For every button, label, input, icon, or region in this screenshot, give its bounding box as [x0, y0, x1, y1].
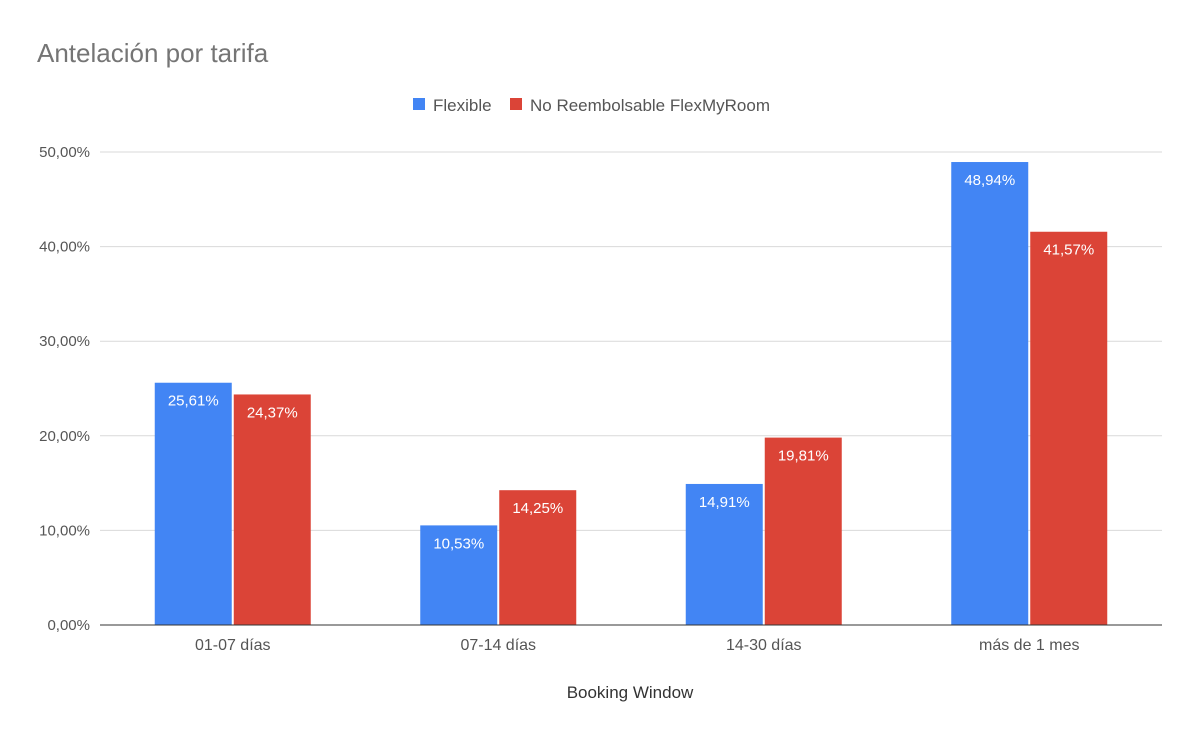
bar-value-label: 10,53%: [433, 535, 484, 552]
legend-label-flexible: Flexible: [433, 96, 492, 115]
bar-flexible: [951, 162, 1029, 626]
legend: Flexible No Reembolsable FlexMyRoom: [413, 96, 770, 115]
y-tick-label: 0,00%: [47, 617, 90, 634]
x-axis-categories: 01-07 días 07-14 días 14-30 días más de 1 m…: [195, 637, 1080, 654]
y-axis-ticks: 0,00% 10,00% 20,00% 30,00% 40,00% 50,00%: [39, 144, 90, 634]
bar-no-reembolsable: [1030, 231, 1108, 625]
bar-no-reembolsable: [764, 437, 842, 625]
bar-value-label: 25,61%: [168, 393, 219, 410]
bar-value-label: 19,81%: [778, 448, 829, 465]
bar-flexible: [154, 382, 232, 625]
bar-value-label: 48,94%: [964, 172, 1015, 189]
bars: [154, 162, 1108, 626]
y-tick-label: 50,00%: [39, 144, 90, 161]
x-category-label: 01-07 días: [195, 637, 271, 654]
bar-no-reembolsable: [499, 490, 577, 625]
bar-value-label: 14,25%: [512, 500, 563, 517]
bar-value-label: 24,37%: [247, 404, 298, 421]
bar-flexible: [420, 525, 498, 625]
bar-labels: 25,61% 24,37% 10,53% 14,25% 14,91% 19,81% 48,9…: [168, 172, 1094, 552]
legend-swatch-flexible: [413, 98, 425, 110]
y-tick-label: 30,00%: [39, 333, 90, 350]
x-category-label: 14-30 días: [726, 637, 802, 654]
chart-title: Antelación por tarifa: [37, 38, 269, 68]
y-tick-label: 40,00%: [39, 239, 90, 256]
x-category-label: más de 1 mes: [979, 637, 1079, 654]
bar-flexible: [685, 483, 763, 625]
bar-value-label: 14,91%: [699, 494, 750, 511]
x-axis-title: Booking Window: [567, 683, 694, 702]
legend-swatch-no-reembolsable: [510, 98, 522, 110]
y-tick-label: 10,00%: [39, 522, 90, 539]
x-category-label: 07-14 días: [460, 637, 536, 654]
bar-no-reembolsable: [233, 394, 311, 625]
legend-label-no-reembolsable: No Reembolsable FlexMyRoom: [530, 96, 770, 115]
y-tick-label: 20,00%: [39, 428, 90, 445]
bar-value-label: 41,57%: [1043, 242, 1094, 259]
